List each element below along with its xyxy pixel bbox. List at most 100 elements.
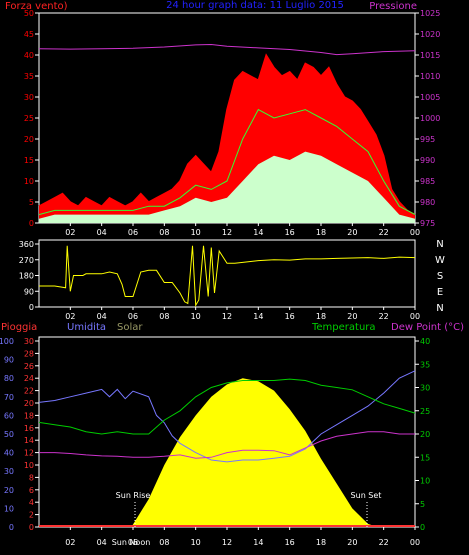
wind-tick-0: 0	[29, 219, 34, 228]
temperature-tick-10: 10	[420, 477, 430, 486]
pressure-tick-980: 980	[420, 198, 435, 207]
humidity-tick-28: 28	[24, 349, 34, 358]
x-tick-label-12: 12	[222, 228, 232, 237]
rain-tick-80: 80	[4, 374, 14, 383]
x-tick-label-16: 16	[285, 228, 295, 237]
panel3-time-ticks: 02 04 06 08 10 12 14 16 18 20 22 00	[65, 527, 420, 547]
direction-tick-180: 180	[19, 272, 34, 281]
rain-tick-0: 0	[9, 523, 14, 532]
compass-w: W	[435, 255, 445, 266]
x-tick-label-08: 08	[159, 538, 169, 547]
pressure-tick-975: 975	[420, 219, 435, 228]
x-tick-label-10: 10	[191, 312, 201, 321]
temperature-tick-15: 15	[420, 453, 430, 462]
humidity-tick-14: 14	[24, 436, 34, 445]
sun-rise-label: Sun Rise	[116, 491, 151, 500]
wind-min-area	[39, 151, 415, 223]
rain-tick-90: 90	[4, 356, 14, 365]
x-tick-label-12: 12	[222, 538, 232, 547]
pressure-tick-1020: 1020	[420, 30, 440, 39]
temperature-tick-20: 20	[420, 430, 430, 439]
x-tick-label-08: 08	[159, 228, 169, 237]
humidity-line	[38, 370, 416, 463]
compass-s: S	[437, 271, 443, 282]
panel1-plot-area	[38, 43, 416, 223]
rain-tick-20: 20	[4, 486, 14, 495]
solar-axis-label: Solar	[117, 322, 143, 333]
rain-tick-10: 10	[4, 504, 14, 513]
x-tick-label-16: 16	[285, 312, 295, 321]
x-tick-label-18: 18	[316, 538, 326, 547]
x-tick-label-00: 00	[410, 538, 420, 547]
x-tick-label-00: 00	[410, 228, 420, 237]
x-tick-label-02: 02	[65, 228, 75, 237]
x-tick-label-14: 14	[253, 228, 263, 237]
compass-n-bottom: N	[436, 303, 443, 314]
pressure-tick-985: 985	[420, 177, 435, 186]
humidity-tick-6: 6	[29, 486, 34, 495]
temperature-tick-30: 30	[420, 384, 430, 393]
rain-axis-label: Pioggia	[1, 322, 37, 333]
humidity-tick-10: 10	[24, 461, 34, 470]
wind-tick-15: 15	[24, 156, 34, 165]
humidity-tick-22: 22	[24, 387, 34, 396]
x-tick-label-22: 22	[379, 538, 389, 547]
x-tick-label-10: 10	[191, 228, 201, 237]
x-tick-label-06: 06	[128, 228, 138, 237]
humidity-tick-26: 26	[24, 362, 34, 371]
pressure-ticks: 975 980 985 990 995 1000 1005 1010 1015 1020 1025	[415, 9, 440, 228]
humidity-tick-4: 4	[29, 498, 34, 507]
wind-speed-axis-label: Forza vento)	[5, 1, 68, 12]
rain-ticks: 0 10 20 30 40 50 60 70 80 90 100	[0, 337, 14, 532]
x-tick-label-02: 02	[65, 538, 75, 547]
x-tick-label-06: 06	[128, 538, 138, 547]
x-tick-label-04: 04	[97, 228, 107, 237]
temperature-tick-35: 35	[420, 360, 430, 369]
temperature-axis-label: Temperatura	[311, 322, 376, 333]
humidity-tick-30: 30	[24, 337, 34, 346]
pressure-line	[38, 43, 416, 56]
pressure-tick-990: 990	[420, 156, 435, 165]
x-tick-label-14: 14	[253, 312, 263, 321]
pressure-axis-label: Pressione	[369, 1, 417, 12]
x-tick-label-18: 18	[316, 228, 326, 237]
pressure-tick-995: 995	[420, 135, 435, 144]
wind-tick-30: 30	[24, 93, 34, 102]
temperature-tick-0: 0	[420, 523, 425, 532]
humidity-tick-12: 12	[24, 449, 34, 458]
panel1-time-ticks: 02 04 06 08 10 12 14 16 18 20 22 00	[65, 223, 420, 237]
pressure-tick-1010: 1010	[420, 72, 440, 81]
sun-noon-label: Sun Noon	[112, 538, 151, 547]
direction-tick-90: 90	[24, 287, 34, 296]
temperature-tick-40: 40	[420, 337, 430, 346]
wind-tick-45: 45	[24, 30, 34, 39]
wind-avg-line	[38, 108, 416, 216]
temperature-tick-25: 25	[420, 407, 430, 416]
x-tick-label-20: 20	[347, 538, 357, 547]
wind-speed-ticks: 0 5 10 15 20 25 30 35 40 45 50	[24, 9, 39, 228]
sun-set-label: Sun Set	[351, 491, 382, 500]
compass-e: E	[437, 287, 443, 298]
x-tick-label-10: 10	[191, 538, 201, 547]
x-tick-label-14: 14	[253, 538, 263, 547]
x-tick-label-20: 20	[347, 228, 357, 237]
rain-tick-50: 50	[4, 430, 14, 439]
solar-area	[131, 378, 378, 527]
wind-tick-25: 25	[24, 114, 34, 123]
x-tick-label-20: 20	[347, 312, 357, 321]
chart-title: 24 hour graph data: 11 Luglio 2015	[166, 0, 344, 11]
x-tick-label-02: 02	[65, 312, 75, 321]
rain-tick-60: 60	[4, 411, 14, 420]
direction-tick-360: 360	[19, 240, 34, 249]
wind-tick-5: 5	[29, 198, 34, 207]
humidity-tick-2: 2	[29, 511, 34, 520]
rain-tick-100: 100	[0, 337, 14, 346]
wind-tick-35: 35	[24, 72, 34, 81]
humidity-axis-label: Umidita	[67, 322, 106, 333]
temperature-tick-5: 5	[420, 500, 425, 509]
x-tick-label-22: 22	[379, 312, 389, 321]
x-tick-label-00: 00	[410, 312, 420, 321]
rain-tick-30: 30	[4, 467, 14, 476]
humidity-tick-16: 16	[24, 424, 34, 433]
